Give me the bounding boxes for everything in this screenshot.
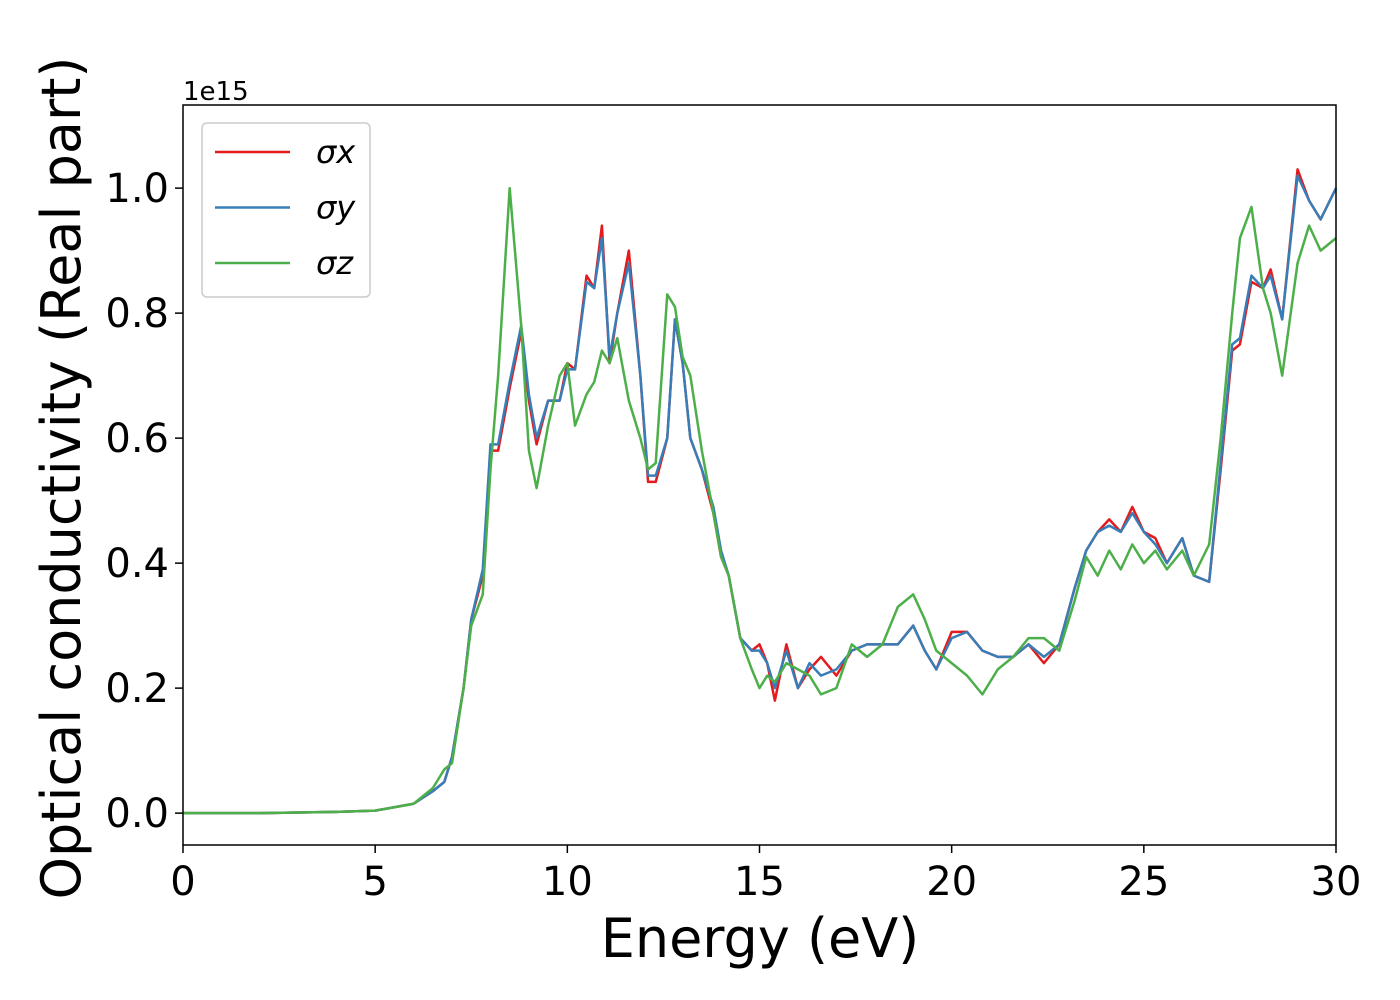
y-axis-label: Optical conductivity (Real part) <box>30 57 93 900</box>
y-tick-label: 0.0 <box>105 791 169 837</box>
x-axis-label: Energy (eV) <box>601 907 920 970</box>
series-line <box>183 186 1337 815</box>
legend-box <box>201 122 371 298</box>
x-tick-label: 25 <box>1118 859 1169 905</box>
legend-label: σx <box>316 133 356 171</box>
y-tick-label: 0.2 <box>105 666 169 712</box>
y-offset-text: 1e15 <box>183 77 249 107</box>
x-tick-label: 15 <box>734 859 785 905</box>
y-tick-label: 0.8 <box>105 291 169 337</box>
x-tick-label: 10 <box>542 859 593 905</box>
y-tick-label: 0.4 <box>105 541 169 587</box>
y-tick-label: 0.6 <box>105 416 169 462</box>
legend-label: σz <box>316 244 354 282</box>
x-tick-label: 30 <box>1311 859 1362 905</box>
x-tick-label: 5 <box>362 859 387 905</box>
x-tick-label: 20 <box>926 859 977 905</box>
y-tick-label: 1.0 <box>105 166 169 212</box>
legend-label: σy <box>316 189 356 227</box>
plot-frame <box>182 104 1337 846</box>
x-tick-label: 0 <box>170 859 195 905</box>
